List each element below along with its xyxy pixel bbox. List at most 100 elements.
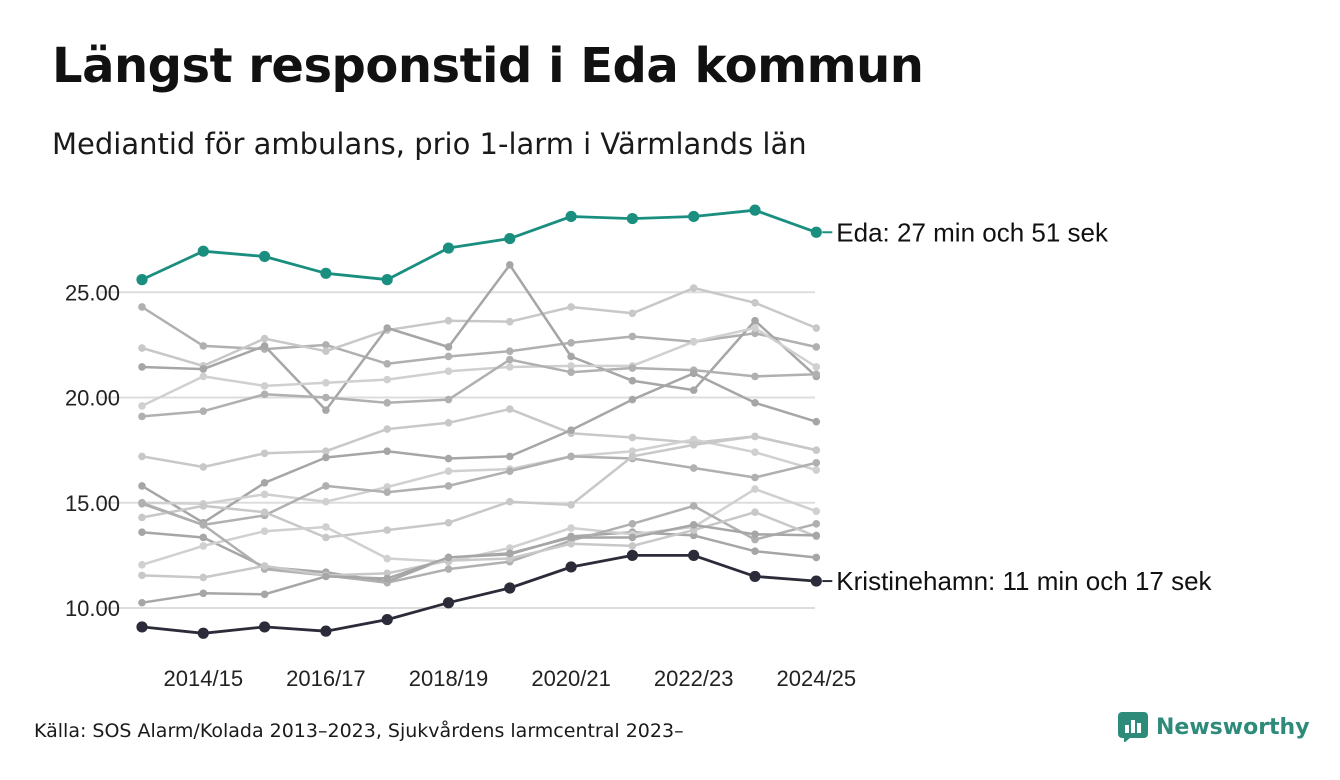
series-kommun-c-point <box>199 365 208 373</box>
series-kommun-l-point <box>567 524 575 532</box>
series-kommun-m-point <box>751 535 759 544</box>
series-kommun-f-point <box>260 449 269 458</box>
series-kommun-j-point <box>751 432 759 441</box>
series-kommun-o-point <box>444 553 453 562</box>
series-kommun-o-point <box>751 530 759 539</box>
series-eda-point <box>504 232 516 245</box>
series-kommun-o-point <box>812 531 821 540</box>
series-kommun-l-point <box>322 523 330 531</box>
series-kommun-i-point <box>322 482 330 490</box>
series-kommun-h-point <box>260 490 269 499</box>
series-kommun-n-point <box>506 554 514 563</box>
series-kommun-m-line <box>140 501 818 584</box>
series-kommun-f-point <box>506 405 514 413</box>
series-kommun-m-point <box>628 520 637 528</box>
series-eda-point <box>197 245 209 257</box>
series-kristinehamn-point <box>381 613 393 626</box>
series-kristinehamn-point <box>320 625 332 637</box>
series-kommun-d-point <box>383 375 392 384</box>
series-kommun-g-point <box>628 395 637 404</box>
series-kommun-n-point <box>383 569 392 578</box>
series-kommun-b-line <box>140 286 818 368</box>
series-kommun-o-line <box>140 523 818 604</box>
series-kommun-m-point <box>689 502 698 510</box>
series-kommun-b-point <box>138 344 146 352</box>
series-kommun-i-point <box>689 464 698 472</box>
series-kristinehamn-point <box>504 582 516 594</box>
series-eda-point <box>688 210 700 223</box>
series-kommun-l-point <box>383 554 392 563</box>
series-kommun-a-point <box>444 352 453 361</box>
x-tick-label: 2016/17 <box>286 666 366 691</box>
series-kommun-d-point <box>322 378 330 387</box>
series-kommun-h-point <box>628 447 637 455</box>
series-kommun-c-point <box>138 363 146 371</box>
series-kommun-j-point <box>138 513 146 522</box>
series-kommun-e-point <box>567 368 575 377</box>
series-eda-point <box>320 267 332 279</box>
series-kommun-g-point <box>567 426 575 434</box>
series-kommun-k-point <box>199 533 208 542</box>
series-kommun-g-point <box>689 369 698 378</box>
series-kommun-g-point <box>138 482 146 490</box>
series-kommun-g-point <box>322 453 330 462</box>
series-kommun-i-point <box>444 482 453 490</box>
series-kommun-a-point <box>138 303 146 311</box>
series-kristinehamn-point <box>136 621 148 633</box>
series-kommun-f-point <box>444 418 453 427</box>
series-kristinehamn-point <box>810 575 822 587</box>
series-kommun-a-point <box>199 342 208 350</box>
series-kommun-e-point <box>812 370 821 379</box>
series-kommun-h-point <box>322 497 330 506</box>
x-tick-label: 2022/23 <box>654 666 734 691</box>
series-kommun-n-point <box>260 562 269 570</box>
series-kommun-j-point <box>506 497 514 506</box>
series-kommun-a-point <box>812 343 821 351</box>
series-kommun-g-line <box>140 372 818 524</box>
y-tick-label: 10.00 <box>65 596 120 621</box>
series-kommun-c-point <box>689 386 698 394</box>
series-kommun-g-point <box>383 447 392 455</box>
series-kommun-a-point <box>628 332 637 341</box>
series-kommun-a-point <box>567 338 575 347</box>
series-kommun-h-point <box>383 483 392 491</box>
series-kommun-c-point <box>260 342 269 350</box>
series-kommun-j-line <box>140 435 818 539</box>
series-eda-point <box>626 212 639 225</box>
series-kommun-l-point <box>812 507 821 515</box>
series-eda-point <box>381 274 393 286</box>
series-kommun-o-point <box>383 574 392 583</box>
series-kommun-c-point <box>567 352 575 361</box>
series-eda-point <box>442 242 455 254</box>
series-kommun-c-point <box>444 343 453 351</box>
series-kommun-k-point <box>751 547 759 555</box>
series-kommun-h-point <box>812 466 821 474</box>
series-kommun-d-point <box>444 367 453 375</box>
series-kommun-e-point <box>260 390 269 399</box>
series-kommun-j-point <box>628 452 637 461</box>
series-kommun-b-point <box>444 316 453 325</box>
newsworthy-logo-icon <box>1118 712 1148 742</box>
series-kommun-c-point <box>383 324 392 332</box>
series-kommun-h-point <box>444 467 453 475</box>
series-kommun-e-point <box>383 398 392 407</box>
series-kommun-a-point <box>322 341 330 349</box>
brand[interactable]: Newsworthy <box>1118 712 1310 742</box>
series-eda-point <box>565 210 577 223</box>
series-kommun-f-point <box>628 433 637 442</box>
line-chart: 10.00 15.00 20.00 25.00 2014/15 2016/17 2018/1… <box>65 204 1213 691</box>
series-kommun-b-point <box>689 284 698 292</box>
series-kommun-g-point <box>812 417 821 426</box>
series-kommun-b-point <box>628 309 637 318</box>
series-kommun-h-point <box>751 448 759 457</box>
series-kommun-f-point <box>322 447 330 455</box>
series-kommun-e-point <box>628 364 637 372</box>
series-kommun-i-point <box>812 458 821 467</box>
series-kommun-c-point <box>751 316 759 325</box>
series-kommun-d-line <box>140 326 818 408</box>
series-kommun-n-point <box>689 526 698 534</box>
series-kristinehamn-point <box>688 549 700 561</box>
series-kommun-b-point <box>506 317 514 326</box>
x-tick-label: 2014/15 <box>164 666 244 691</box>
series-kommun-b-point <box>322 347 330 355</box>
